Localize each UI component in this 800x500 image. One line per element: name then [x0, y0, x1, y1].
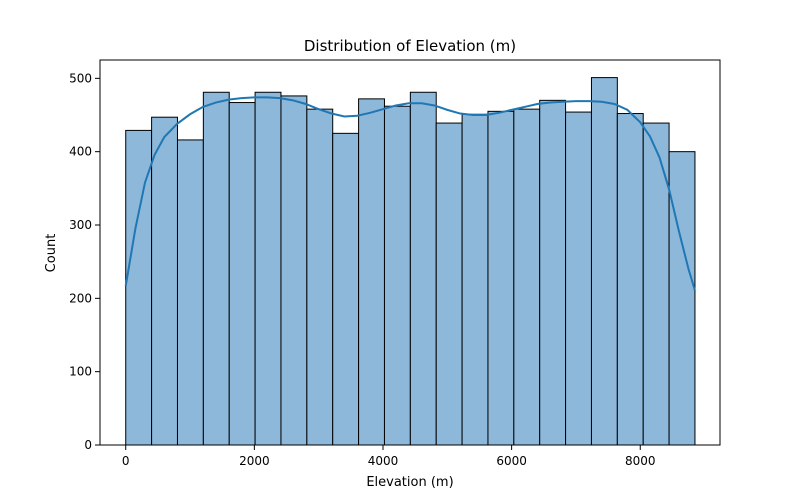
histogram-bar — [306, 108, 334, 446]
histogram-bar — [280, 95, 308, 446]
histogram-bar — [513, 108, 541, 446]
histogram-bar — [358, 98, 385, 446]
y-axis-ticks: 0 100 200 300 400 500 — [69, 71, 100, 452]
histogram-bar — [616, 113, 644, 446]
chart-title: Distribution of Elevation (m) — [304, 37, 516, 55]
y-tick-label: 100 — [69, 365, 92, 379]
histogram-bar — [642, 122, 670, 446]
histogram-bar — [539, 99, 567, 446]
y-axis-label: Count — [44, 234, 59, 273]
y-tick-label: 500 — [69, 71, 92, 85]
x-tick-label: 2000 — [239, 454, 270, 468]
histogram-bar — [409, 91, 437, 446]
y-tick-label: 300 — [69, 218, 92, 232]
histogram-bar — [228, 102, 256, 446]
histogram-bar — [435, 122, 463, 446]
histogram-bar — [202, 91, 230, 446]
y-tick-label: 0 — [84, 438, 92, 452]
histogram-bar — [125, 129, 153, 446]
histogram-bar — [461, 113, 489, 446]
histogram-bar — [565, 111, 592, 446]
y-tick-label: 400 — [69, 145, 92, 159]
histogram-bar — [151, 116, 178, 446]
kde-line — [124, 96, 696, 291]
histogram-bar — [590, 77, 618, 446]
x-axis-label: Elevation (m) — [366, 475, 453, 490]
x-axis-ticks: 0 2000 4000 6000 8000 — [122, 445, 656, 468]
plot-frame — [99, 59, 721, 446]
histogram-bar — [176, 139, 204, 446]
histogram-bar — [332, 132, 360, 446]
y-tick-label: 200 — [69, 291, 92, 305]
x-tick-label: 0 — [122, 454, 130, 468]
histogram-bar — [254, 91, 282, 446]
histogram-bar — [668, 151, 696, 446]
histogram-bar — [487, 110, 515, 446]
x-tick-label: 6000 — [496, 454, 527, 468]
x-tick-label: 4000 — [368, 454, 399, 468]
bars-group — [125, 77, 696, 446]
x-tick-label: 8000 — [625, 454, 656, 468]
histogram-bar — [383, 105, 411, 446]
